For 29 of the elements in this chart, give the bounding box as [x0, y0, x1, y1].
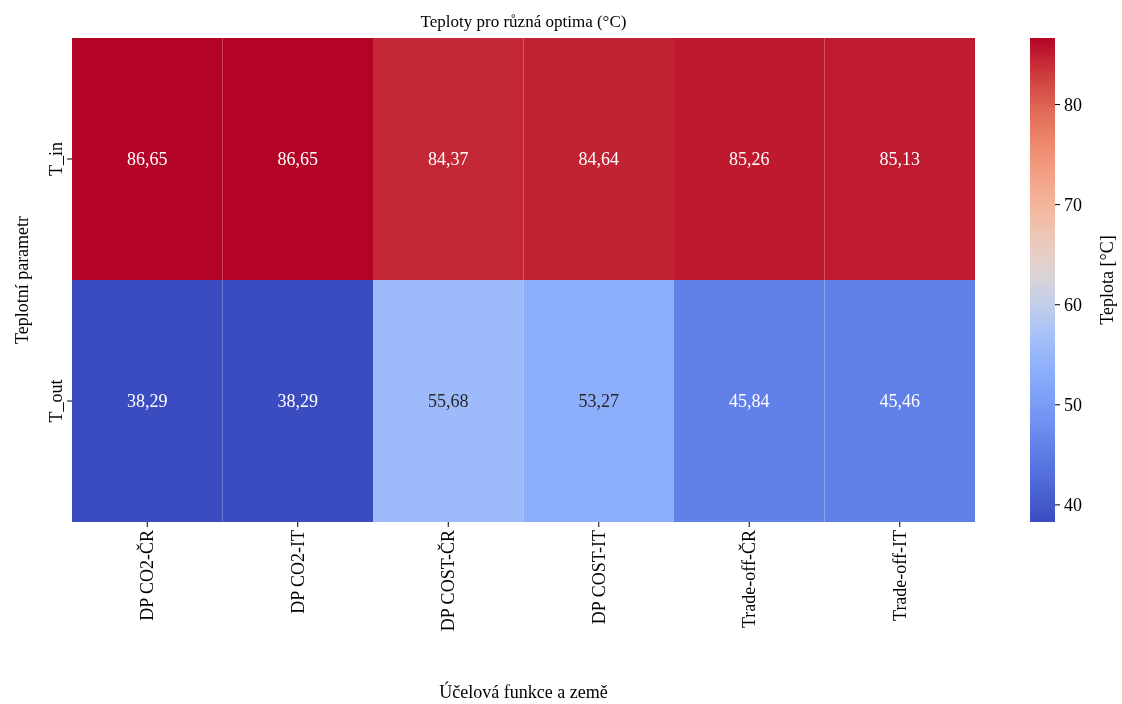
x-tick-label: DP CO2-IT — [287, 530, 308, 614]
color-bar-label: 50 — [1064, 395, 1082, 416]
x-tick-label: DP COST-IT — [588, 530, 609, 625]
data-label: 86,65 — [277, 149, 318, 170]
x-tick-label: DP CO2-ČR — [136, 530, 158, 621]
data-label: 45,46 — [879, 391, 920, 412]
color-bar-label: 60 — [1064, 295, 1082, 316]
x-tick-label: Trade-off-IT — [889, 530, 910, 621]
x-axis-title: Účelová funkce a země — [439, 681, 608, 702]
data-label: 45,84 — [729, 391, 770, 412]
data-label: 84,37 — [428, 149, 469, 170]
color-bar-label: 40 — [1064, 495, 1082, 516]
data-label: 86,65 — [127, 149, 168, 170]
y-tick-label: T_out — [46, 379, 66, 423]
chart-title: Teploty pro různá optima (°C) — [420, 12, 627, 31]
data-label: 53,27 — [578, 391, 619, 412]
y-axis-title: Teplotní parametr — [12, 215, 32, 345]
data-label: 38,29 — [277, 391, 318, 412]
color-bar-title: Teplota [°C] — [1097, 235, 1117, 325]
x-tick-label: Trade-off-ČR — [738, 530, 760, 628]
color-bar-label: 80 — [1064, 94, 1082, 115]
color-bar-label: 70 — [1064, 194, 1082, 215]
data-label: 84,64 — [578, 149, 619, 170]
data-label: 85,13 — [879, 149, 920, 170]
data-label: 85,26 — [729, 149, 770, 170]
x-tick-label: DP COST-ČR — [437, 530, 459, 632]
data-label: 55,68 — [428, 391, 469, 412]
data-label: 38,29 — [127, 391, 168, 412]
y-tick-label: T_in — [46, 142, 66, 176]
